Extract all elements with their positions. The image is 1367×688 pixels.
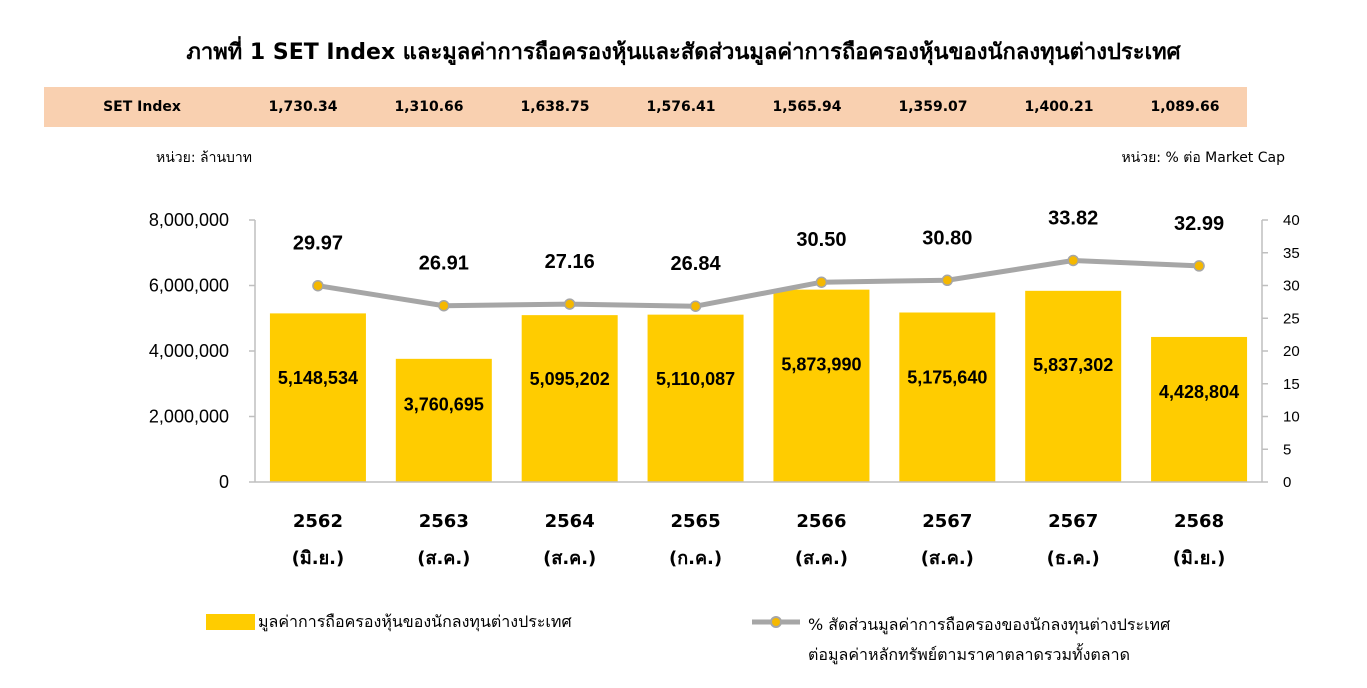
bar-value-label: 5,175,640 (907, 368, 987, 388)
x-tick-label-month: (มิ.ย.) (292, 548, 345, 569)
left-unit-label: หน่วย: ล้านบาท (156, 150, 253, 166)
legend-bar-label: มูลค่าการถือครองหุ้นของนักลงทุนต่างประเท… (258, 612, 572, 631)
bar (1025, 290, 1122, 482)
bar-value-label: 3,760,695 (404, 395, 484, 415)
x-tick-label-year: 2563 (419, 511, 469, 532)
set-index-value: 1,359.07 (898, 99, 968, 115)
y-right-tick-label: 0 (1283, 474, 1291, 491)
bar (773, 289, 870, 482)
percent-line (317, 257, 1200, 309)
bar (1151, 336, 1248, 482)
y-right-tick-label: 15 (1283, 376, 1300, 393)
bar (899, 312, 996, 482)
percent-marker (312, 279, 324, 292)
set-index-value: 1,576.41 (646, 99, 716, 115)
y-left-tick-label: 2,000,000 (149, 407, 229, 427)
right-unit-label: หน่วย: % ต่อ Market Cap (1121, 150, 1285, 166)
x-tick-label-month: (ธ.ค.) (1047, 548, 1100, 569)
percent-marker (1067, 254, 1079, 267)
percent-value-label: 30.80 (922, 227, 972, 249)
percent-marker (689, 300, 702, 312)
x-tick-label-month: (ส.ค.) (795, 548, 848, 569)
legend-line-label-2: ต่อมูลค่าหลักทรัพย์ตามราคาตลาดรวมทั้งตลา… (808, 645, 1130, 664)
percent-value-label: 29.97 (293, 233, 343, 255)
legend-line-label: % สัดส่วนมูลค่าการถือครองของนักลงทุนต่าง… (808, 610, 1170, 670)
chart-title: ภาพที่ 1 SET Index และมูลค่าการถือครองหุ… (186, 40, 1181, 65)
set-index-row: SET Index 1,730.34 1,310.66 1,638.75 1,5… (44, 87, 1247, 127)
y-right-tick-label: 35 (1283, 245, 1300, 262)
y-right-tick-label: 40 (1283, 212, 1300, 229)
set-index-value: 1,400.21 (1024, 99, 1094, 115)
percent-marker (563, 298, 576, 310)
x-tick-label-month: (มิ.ย.) (1173, 548, 1226, 569)
percent-marker (941, 274, 954, 287)
legend-line-label-1: % สัดส่วนมูลค่าการถือครองของนักลงทุนต่าง… (808, 615, 1171, 634)
bar-value-label: 5,837,302 (1033, 355, 1113, 375)
y-left-tick-label: 6,000,000 (149, 276, 229, 296)
percent-value-label: 30.50 (796, 229, 846, 251)
y-left-tick-label: 8,000,000 (149, 210, 229, 230)
set-index-value: 1,638.75 (520, 99, 590, 115)
x-tick-label-year: 2564 (545, 511, 595, 532)
y-right-tick-label: 5 (1283, 441, 1291, 458)
bar (269, 313, 366, 482)
x-tick-label-month: (ส.ค.) (417, 548, 470, 569)
percent-value-label: 26.84 (671, 253, 722, 275)
set-index-label: SET Index (103, 99, 181, 115)
y-left-tick-label: 4,000,000 (149, 341, 229, 361)
percent-value-label: 27.16 (545, 251, 595, 273)
legend-bar-swatch (206, 614, 255, 630)
bar-value-label: 5,873,990 (781, 354, 861, 374)
percent-value-label: 26.91 (419, 253, 469, 275)
x-tick-label-year: 2567 (1048, 511, 1098, 532)
y-right-tick-label: 30 (1283, 278, 1300, 295)
bar-value-label: 5,148,534 (278, 368, 358, 388)
y-right-tick-label: 20 (1283, 343, 1300, 360)
percent-marker (438, 299, 450, 312)
set-index-value: 1,310.66 (394, 99, 464, 115)
x-tick-label-month: (ก.ค.) (669, 548, 722, 569)
bar-value-label: 4,428,804 (1159, 382, 1239, 402)
set-index-value: 1,565.94 (772, 99, 842, 115)
x-tick-label-year: 2565 (671, 511, 721, 532)
bar-value-label: 5,095,202 (530, 369, 610, 389)
bar-value-label: 5,110,087 (656, 369, 735, 389)
x-tick-label-year: 2568 (1174, 511, 1224, 532)
x-tick-label-year: 2562 (293, 511, 343, 532)
percent-marker (1193, 260, 1205, 272)
y-right-tick-label: 10 (1283, 409, 1300, 426)
x-tick-label-month: (ส.ค.) (543, 548, 596, 569)
percent-value-label: 32.99 (1174, 213, 1224, 235)
bar (521, 315, 618, 482)
percent-value-label: 33.82 (1048, 207, 1098, 229)
x-tick-label-year: 2567 (922, 511, 972, 532)
set-index-value: 1,089.66 (1150, 99, 1220, 115)
bar (647, 314, 744, 482)
percent-marker (815, 276, 828, 288)
set-index-value: 1,730.34 (268, 99, 338, 115)
y-right-tick-label: 25 (1283, 310, 1300, 327)
x-tick-label-year: 2566 (796, 511, 846, 532)
y-left-tick-label: 0 (219, 472, 229, 492)
x-tick-label-month: (ส.ค.) (921, 548, 974, 569)
bar (395, 358, 492, 482)
